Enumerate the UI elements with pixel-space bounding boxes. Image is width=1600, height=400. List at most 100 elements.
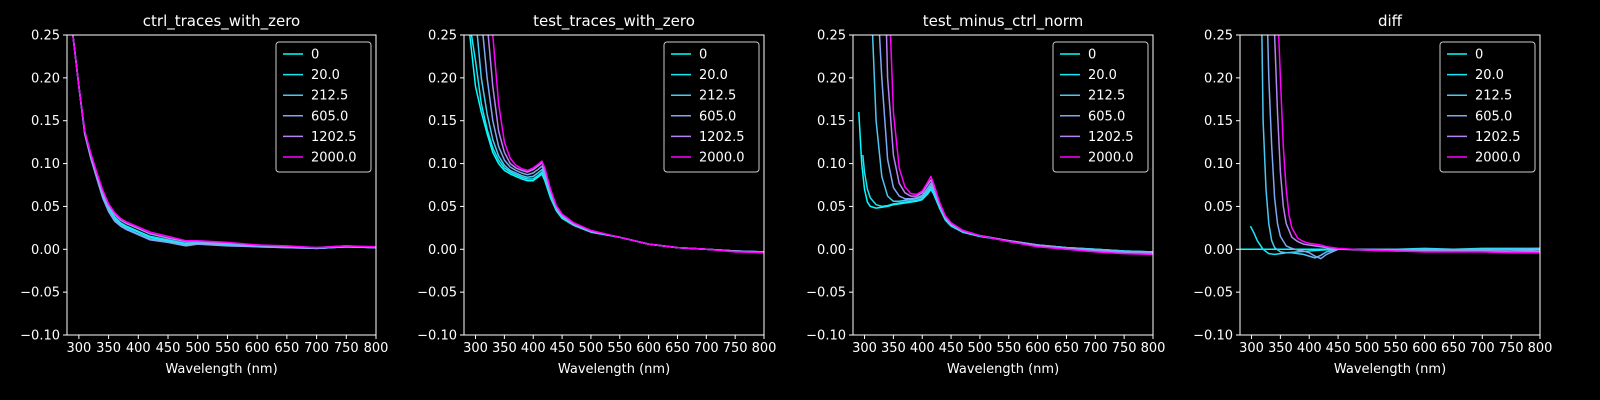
x-tick-label: 450 [939,341,964,356]
x-axis-label: Wavelength (nm) [1334,362,1446,377]
legend: 0 20.0 212.5 605.0 1202.5 2000.0 [663,41,760,173]
x-tick-label: 400 [521,341,546,356]
plot-frame [1239,34,1541,336]
legend-entry-label: 212.5 [699,89,736,104]
x-tick-label: 700 [1083,341,1108,356]
chart-panel: ctrl_traces_with_zero 300 350 400 450 500 550 6… [20,12,388,377]
x-tick-label: 800 [1528,341,1553,356]
legend-entry-label: 0 [1475,48,1483,63]
x-tick-label: 300 [1239,341,1264,356]
y-tick-label: 0.20 [31,71,60,86]
chart-title: test_minus_ctrl_norm [923,12,1084,31]
x-tick-label: 450 [1326,341,1351,356]
x-tick-label: 500 [1355,341,1380,356]
y-tick-label: 0.15 [31,114,60,129]
x-tick-label: 650 [274,341,299,356]
x-tick-label: 750 [334,341,359,356]
x-tick-label: 600 [636,341,661,356]
x-tick-label: 800 [1141,341,1166,356]
x-tick-label: 550 [215,341,240,356]
series-line [72,35,376,250]
y-tick-label: 0.05 [817,200,846,215]
x-tick-label: 800 [364,341,389,356]
x-tick-label: 550 [996,341,1021,356]
x-axis-label: Wavelength (nm) [947,362,1059,377]
x-tick-label: 400 [910,341,935,356]
x-tick-label: 450 [550,341,575,356]
legend-entry-label: 2000.0 [699,151,745,166]
y-tick-label: −0.10 [1193,329,1233,344]
series-group [72,35,376,250]
series-line [1273,35,1540,253]
x-tick-label: 400 [126,341,151,356]
legend-entry-label: 212.5 [1475,89,1512,104]
legend-entry-label: 20.0 [311,68,340,83]
x-tick-label: 550 [1383,341,1408,356]
legend-entry-label: 1202.5 [1475,130,1521,145]
legend-entry-label: 1202.5 [699,130,745,145]
legend-entry-label: 20.0 [1088,68,1117,83]
y-tick-label: 0.10 [428,157,457,172]
x-tick-label: 600 [1412,341,1437,356]
x-tick-label: 750 [1112,341,1137,356]
x-tick-label: 500 [185,341,210,356]
y-tick-label: 0.00 [31,243,60,258]
x-tick-label: 800 [752,341,777,356]
y-tick-label: 0.25 [1204,29,1233,44]
legend: 0 20.0 212.5 605.0 1202.5 2000.0 [1052,41,1149,173]
x-tick-label: 300 [66,341,91,356]
y-tick-label: 0.15 [1204,114,1233,129]
y-tick-label: −0.05 [20,286,60,301]
legend-entry-label: 212.5 [1088,89,1125,104]
x-tick-label: 300 [852,341,877,356]
legend-entry-label: 2000.0 [311,151,357,166]
legend-entry-label: 605.0 [1088,109,1125,124]
x-tick-label: 650 [1054,341,1079,356]
series-line [1266,35,1540,260]
legend: 0 20.0 212.5 605.0 1202.5 2000.0 [1439,41,1536,173]
y-tick-label: 0.00 [817,243,846,258]
x-tick-label: 350 [1268,341,1293,356]
series-line [889,35,1153,256]
y-tick-label: 0.05 [31,200,60,215]
series-group [469,35,764,254]
x-tick-label: 400 [1297,341,1322,356]
legend-entry-label: 605.0 [699,109,736,124]
legend-entry-label: 0 [699,48,707,63]
series-line [1261,35,1540,259]
y-tick-label: 0.00 [1204,243,1233,258]
legend: 0 20.0 212.5 605.0 1202.5 2000.0 [275,41,372,173]
y-tick-label: 0.10 [817,157,846,172]
x-tick-label: 750 [1499,341,1524,356]
x-tick-label: 500 [968,341,993,356]
x-tick-label: 500 [579,341,604,356]
y-tick-label: 0.05 [1204,200,1233,215]
legend-entry-label: 1202.5 [311,130,357,145]
series-group [1240,35,1540,260]
x-tick-label: 650 [1441,341,1466,356]
y-tick-label: 0.05 [428,200,457,215]
series-line [72,35,376,249]
x-tick-label: 300 [463,341,488,356]
series-line [1277,35,1540,254]
chart-panel: test_traces_with_zero 300 350 400 450 500 550 6… [417,12,776,377]
x-tick-label: 600 [245,341,270,356]
y-tick-label: 0.20 [1204,71,1233,86]
x-tick-label: 350 [492,341,517,356]
x-tick-label: 550 [607,341,632,356]
series-line [492,35,764,254]
x-tick-label: 700 [694,341,719,356]
y-tick-label: 0.15 [428,114,457,129]
x-tick-label: 350 [881,341,906,356]
legend-entry-label: 0 [1088,48,1096,63]
y-tick-label: −0.05 [1193,286,1233,301]
x-tick-label: 700 [1470,341,1495,356]
plot-frame [66,34,377,336]
y-tick-label: −0.10 [20,329,60,344]
y-tick-label: 0.10 [1204,157,1233,172]
y-tick-label: 0.20 [817,71,846,86]
x-tick-label: 600 [1025,341,1050,356]
legend-entry-label: 212.5 [311,89,348,104]
legend-entry-label: 20.0 [699,68,728,83]
y-tick-label: 0.25 [817,29,846,44]
